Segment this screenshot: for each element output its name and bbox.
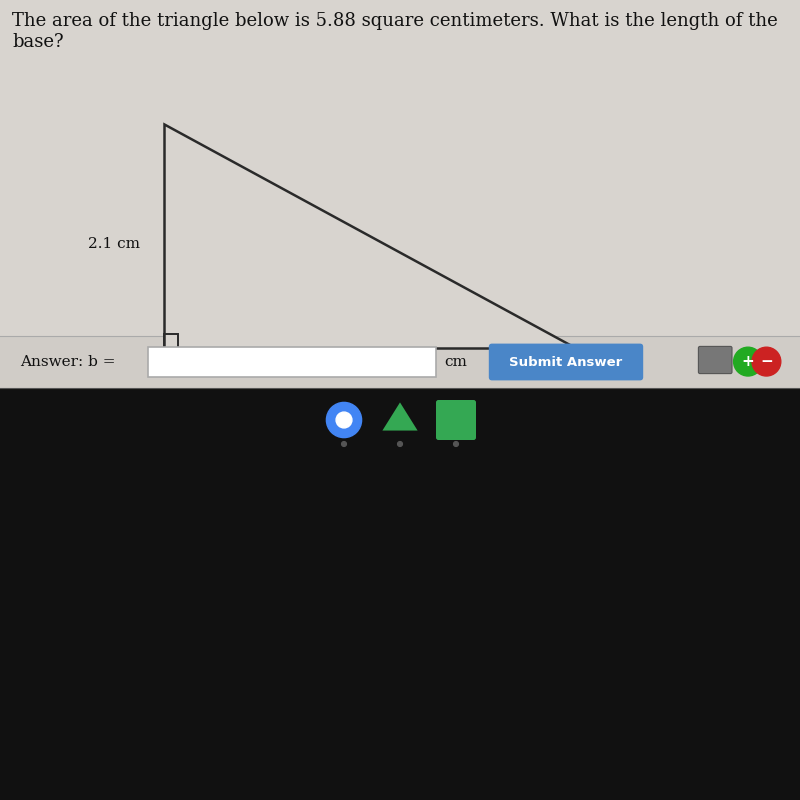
Bar bbox=[0, 0, 800, 336]
Text: −: − bbox=[760, 354, 773, 369]
Circle shape bbox=[454, 442, 458, 446]
Circle shape bbox=[336, 412, 352, 428]
Circle shape bbox=[734, 347, 762, 376]
Circle shape bbox=[326, 402, 362, 438]
Text: Submit Answer: Submit Answer bbox=[510, 355, 622, 369]
Text: cm: cm bbox=[444, 355, 467, 369]
Text: +: + bbox=[742, 354, 754, 369]
Circle shape bbox=[342, 442, 346, 446]
FancyBboxPatch shape bbox=[698, 346, 732, 374]
Circle shape bbox=[752, 347, 781, 376]
FancyBboxPatch shape bbox=[489, 344, 643, 381]
Text: 2.1 cm: 2.1 cm bbox=[88, 237, 140, 251]
FancyBboxPatch shape bbox=[436, 400, 476, 440]
Polygon shape bbox=[382, 402, 418, 430]
Bar bbox=[164, 334, 178, 348]
Polygon shape bbox=[164, 124, 576, 348]
Bar bbox=[0, 336, 800, 388]
Text: Answer: b =: Answer: b = bbox=[20, 355, 115, 369]
Bar bbox=[148, 347, 436, 378]
Bar bbox=[0, 336, 800, 800]
Circle shape bbox=[398, 442, 402, 446]
Text: The area of the triangle below is 5.88 square centimeters. What is the length of: The area of the triangle below is 5.88 s… bbox=[12, 12, 778, 50]
